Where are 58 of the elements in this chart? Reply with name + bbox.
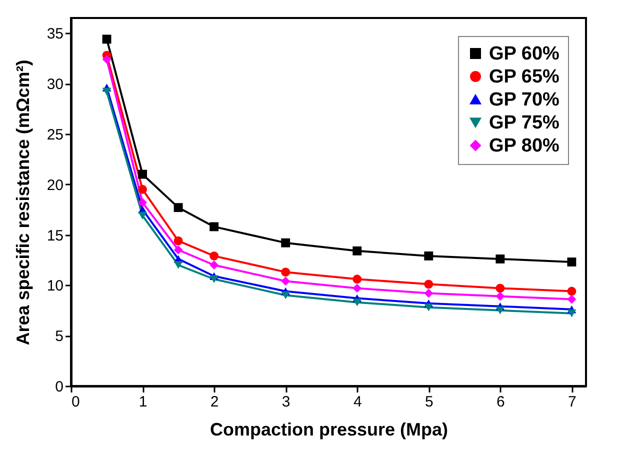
point xyxy=(210,260,219,270)
point xyxy=(138,212,147,220)
y-tick-label: 5 xyxy=(55,328,64,346)
x-tick-label: 0 xyxy=(72,394,80,410)
point xyxy=(496,306,505,314)
point xyxy=(102,88,112,96)
point xyxy=(281,291,290,300)
legend-label: GP 70% xyxy=(489,90,560,110)
x-tick-label: 3 xyxy=(282,394,290,410)
point xyxy=(496,284,505,293)
point xyxy=(352,298,362,306)
y-tick-label: 30 xyxy=(46,76,64,94)
point xyxy=(352,274,362,284)
point xyxy=(174,245,183,254)
point xyxy=(210,251,219,260)
point xyxy=(567,294,576,304)
legend-label: GP 75% xyxy=(489,112,560,134)
point xyxy=(174,236,183,246)
x-tick-label: 7 xyxy=(568,394,576,410)
point xyxy=(567,310,576,318)
x-tick-label: 4 xyxy=(353,394,362,410)
point xyxy=(210,275,219,283)
y-tick-label: 20 xyxy=(46,176,64,194)
point xyxy=(138,198,147,207)
point xyxy=(102,54,112,64)
y-tick-label: 15 xyxy=(46,227,64,244)
x-axis-title: Compaction pressure (Mpa) xyxy=(210,420,448,440)
point xyxy=(352,246,362,256)
point xyxy=(496,292,505,301)
y-axis-title: Area specific resistance (mΩcm²) xyxy=(12,60,33,346)
point xyxy=(210,222,219,232)
point xyxy=(567,286,576,296)
y-tick-label: 35 xyxy=(46,26,64,43)
point xyxy=(281,276,290,286)
x-tick-label: 1 xyxy=(138,394,148,410)
point xyxy=(352,284,362,293)
y-tick-label: 25 xyxy=(46,126,64,144)
point xyxy=(281,268,290,277)
y-tick-label: 0 xyxy=(55,378,64,396)
legend-label: GP 80% xyxy=(489,136,560,156)
point xyxy=(174,261,183,269)
x-tick-label: 6 xyxy=(496,394,505,410)
point xyxy=(567,258,576,266)
legend-label: GP 65% xyxy=(489,66,560,88)
point xyxy=(102,34,112,44)
point xyxy=(174,203,183,212)
point xyxy=(424,251,434,260)
point xyxy=(496,254,505,264)
point xyxy=(424,303,434,312)
point xyxy=(424,288,434,298)
point xyxy=(138,184,147,194)
x-tick-label: 5 xyxy=(424,394,434,410)
point xyxy=(281,238,290,248)
legend-label: GP 60% xyxy=(489,44,560,64)
y-tick-label: 10 xyxy=(46,278,64,295)
point xyxy=(138,170,147,179)
x-tick-label: 2 xyxy=(210,394,219,410)
point xyxy=(424,280,434,289)
